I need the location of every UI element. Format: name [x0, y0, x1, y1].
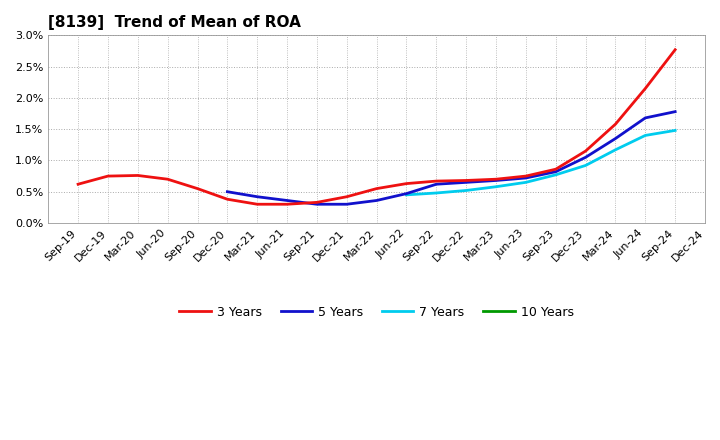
5 Years — [521, 175, 530, 180]
5 Years — [283, 198, 292, 203]
5 Years — [223, 189, 232, 194]
7 Years — [402, 192, 411, 198]
3 Years — [462, 178, 470, 183]
5 Years — [611, 136, 620, 141]
Line: 5 Years: 5 Years — [228, 112, 675, 204]
5 Years — [432, 182, 441, 187]
3 Years — [432, 179, 441, 184]
3 Years — [193, 186, 202, 191]
3 Years — [283, 202, 292, 207]
7 Years — [432, 191, 441, 196]
3 Years — [163, 176, 172, 182]
3 Years — [133, 173, 142, 178]
3 Years — [402, 181, 411, 186]
7 Years — [611, 147, 620, 152]
5 Years — [492, 178, 500, 183]
3 Years — [343, 194, 351, 199]
5 Years — [402, 191, 411, 196]
3 Years — [611, 121, 620, 127]
5 Years — [552, 169, 560, 174]
Line: 3 Years: 3 Years — [78, 50, 675, 204]
3 Years — [372, 186, 381, 191]
7 Years — [641, 133, 649, 138]
5 Years — [462, 180, 470, 185]
7 Years — [521, 180, 530, 185]
Line: 7 Years: 7 Years — [407, 130, 675, 195]
7 Years — [552, 172, 560, 177]
7 Years — [581, 163, 590, 168]
5 Years — [253, 194, 261, 199]
3 Years — [552, 167, 560, 172]
3 Years — [521, 173, 530, 179]
3 Years — [223, 197, 232, 202]
5 Years — [372, 198, 381, 203]
3 Years — [104, 173, 112, 179]
5 Years — [671, 109, 680, 114]
3 Years — [312, 200, 321, 205]
5 Years — [312, 202, 321, 207]
Legend: 3 Years, 5 Years, 7 Years, 10 Years: 3 Years, 5 Years, 7 Years, 10 Years — [174, 301, 579, 323]
3 Years — [253, 202, 261, 207]
3 Years — [671, 47, 680, 52]
7 Years — [492, 184, 500, 189]
3 Years — [73, 182, 82, 187]
3 Years — [492, 176, 500, 182]
3 Years — [641, 86, 649, 91]
3 Years — [581, 148, 590, 154]
7 Years — [462, 188, 470, 193]
5 Years — [581, 155, 590, 160]
Text: [8139]  Trend of Mean of ROA: [8139] Trend of Mean of ROA — [48, 15, 301, 30]
7 Years — [671, 128, 680, 133]
5 Years — [641, 115, 649, 121]
5 Years — [343, 202, 351, 207]
